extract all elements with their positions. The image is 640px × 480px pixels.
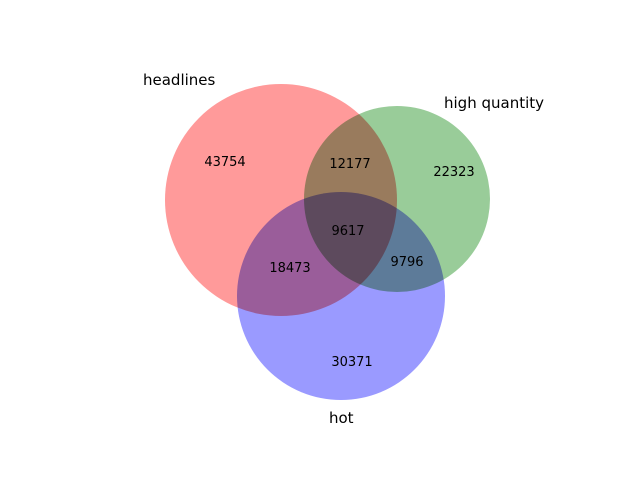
region-label-headlines-only: 43754: [204, 155, 245, 170]
set-label-headlines: headlines: [143, 71, 216, 89]
region-label-all-three: 9617: [331, 224, 364, 239]
region-label-high-quantity-only: 22323: [433, 165, 474, 180]
region-label-headlines-hot: 18473: [269, 261, 310, 276]
region-label-headlines-high-quantity: 12177: [329, 157, 370, 172]
region-label-high-quantity-hot: 9796: [390, 255, 423, 270]
venn-circles: [165, 84, 490, 400]
region-label-hot-only: 30371: [331, 355, 372, 370]
set-label-hot: hot: [329, 409, 354, 427]
set-label-high-quantity: high quantity: [444, 94, 544, 112]
circle-hot: [237, 192, 445, 400]
